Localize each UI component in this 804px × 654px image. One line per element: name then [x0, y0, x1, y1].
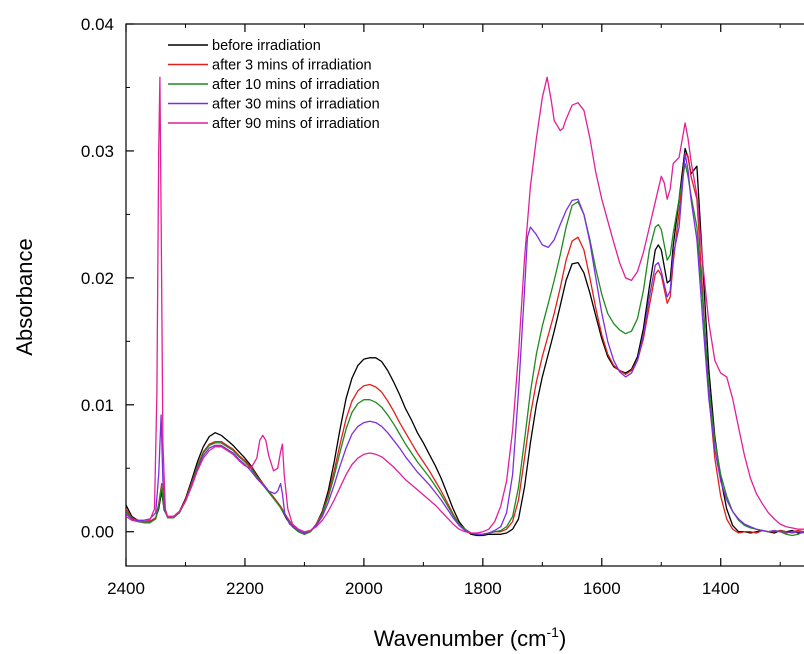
series-line-1 [126, 147, 804, 537]
y-tick-label: 0.02 [81, 269, 114, 288]
legend-label-5: after 90 mins of irradiation [212, 116, 380, 132]
axes: 2400 2200 2000 1800 1600 1400 0.00 0.01 0.02 0.03… [81, 15, 781, 598]
plot-border [125, 23, 804, 567]
legend-label-2: after 3 mins of irradiation [212, 58, 372, 74]
x-tick-label: 2400 [107, 579, 145, 598]
plot-area [125, 23, 804, 567]
y-tick-label: 0.03 [81, 142, 114, 161]
x-axis-title-main: Wavenumber (cm [374, 626, 547, 651]
x-axis-title-close: ) [559, 626, 566, 651]
series-line-3 [126, 162, 804, 537]
x-axis-title: Wavenumber (cm-1) [374, 624, 567, 651]
series-lines [126, 76, 804, 537]
x-tick-label: 1400 [702, 579, 740, 598]
series-line-5 [126, 76, 804, 534]
x-axis-title-superscript: -1 [547, 624, 560, 640]
series-line-2 [126, 152, 804, 535]
y-tick-label: 0.04 [81, 15, 114, 34]
legend: before irradiation after 3 mins of irradi… [168, 38, 380, 132]
legend-label-4: after 30 mins of irradiation [212, 97, 380, 113]
y-axis-title: Absorbance [12, 238, 37, 355]
x-tick-label: 1600 [583, 579, 621, 598]
legend-label-3: after 10 mins of irradiation [212, 77, 380, 93]
legend-label-1: before irradiation [212, 38, 321, 54]
x-tick-label: 2000 [345, 579, 383, 598]
y-tick-label: 0.00 [81, 523, 114, 542]
y-tick-label: 0.01 [81, 396, 114, 415]
series-line-4 [126, 152, 804, 535]
x-tick-label: 1800 [464, 579, 502, 598]
x-tick-label: 2200 [226, 579, 264, 598]
